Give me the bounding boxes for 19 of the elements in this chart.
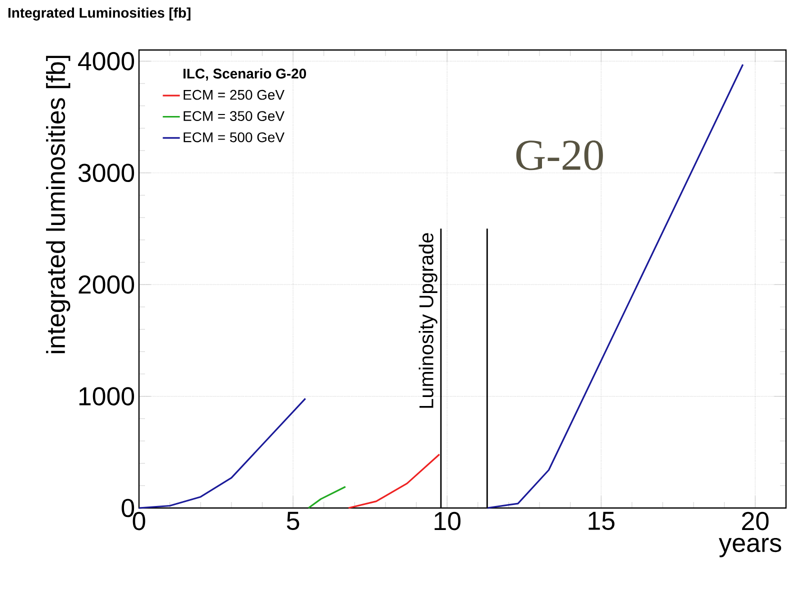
y-tick-label: 0 xyxy=(122,498,134,518)
ref-line-label: Luminosity Upgrade xyxy=(418,233,438,408)
x-tick-label: 10 xyxy=(434,512,460,530)
legend-label: ECM = 350 GeV xyxy=(184,111,284,121)
y-tick-label: 1000 xyxy=(79,387,134,406)
legend-title: ILC, Scenario G-20 xyxy=(184,68,306,81)
chart-title: Integrated Luminosities [fb] xyxy=(8,8,190,21)
x-axis-title: years xyxy=(718,538,782,558)
x-tick-label: 5 xyxy=(286,512,300,530)
y-tick-label: 2000 xyxy=(78,275,134,294)
y-tick-label: 3000 xyxy=(78,164,134,182)
line-series xyxy=(348,454,440,509)
x-tick-label: 20 xyxy=(742,512,769,530)
y-axis-title: integrated luminosities [fb] xyxy=(46,56,70,354)
legend-label: ECM = 250 GeV xyxy=(184,90,284,100)
legend-label: ECM = 500 GeV xyxy=(184,132,284,142)
annotation: G-20 xyxy=(516,140,603,170)
x-tick-label: 15 xyxy=(588,512,614,530)
y-tick-label: 4000 xyxy=(78,52,134,70)
